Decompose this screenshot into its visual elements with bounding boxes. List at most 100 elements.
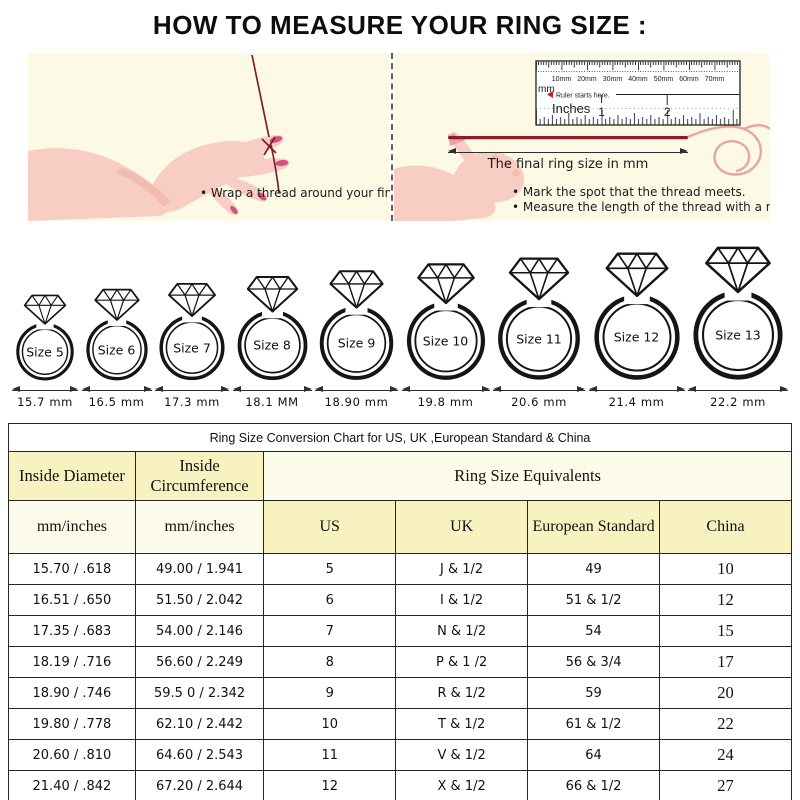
ring-size-label: Size 11 — [516, 331, 562, 347]
ring-size-12: Size 12 21.4 mm — [588, 250, 685, 409]
ring-size-label: Size 9 — [337, 335, 376, 351]
ring-size-9: Size 9 18.90 mm — [315, 268, 398, 409]
instruction-measure-length: • Measure the length of the thread with … — [512, 200, 770, 214]
diamond-ring-icon — [317, 268, 396, 382]
cell-uk: X & 1/2 — [395, 770, 529, 800]
ring-size-6: Size 6 16.5 mm — [81, 287, 152, 409]
instruction-wrap-thread: • Wrap a thread around your finger — [200, 186, 390, 200]
ring-size-10: Size 10 19.8 mm — [401, 261, 490, 409]
ring-size-label: Size 7 — [173, 340, 211, 356]
cell-circumference: 51.50 / 2.042 — [134, 584, 265, 616]
cell-us: 9 — [263, 677, 397, 709]
cell-circumference: 67.20 / 2.644 — [134, 770, 265, 800]
panel-measure-thread: 10mm 20mm 30mm 40mm 50mm 60mm 70mm mm Ru… — [394, 53, 770, 221]
ruler-mm-60: 60mm — [679, 76, 699, 83]
ring-size-label: Size 13 — [715, 327, 761, 343]
cell-diameter: 15.70 / .618 — [8, 553, 136, 585]
ring-size-conversion-table: Ring Size Conversion Chart for US, UK ,E… — [8, 423, 792, 800]
ruler-mm-10: 10mm — [552, 76, 572, 83]
ring-size-label: Size 8 — [253, 337, 291, 353]
cell-china: 15 — [659, 615, 792, 647]
ruler-mm-20: 20mm — [577, 76, 597, 83]
cell-uk: I & 1/2 — [395, 584, 529, 616]
diameter-label: 22.2 mm — [710, 395, 766, 409]
conversion-table-section: Ring Size Conversion Chart for US, UK ,E… — [8, 423, 792, 800]
ring-sizes-row: Size 5 15.7 mm Size 6 16.5 mm Size 7 17.… — [12, 237, 788, 409]
cell-china: 24 — [659, 739, 792, 771]
diameter-label: 17.3 mm — [164, 395, 220, 409]
cell-uk: V & 1/2 — [395, 739, 529, 771]
cell-eu: 49 — [527, 553, 661, 585]
diamond-ring-icon — [591, 250, 683, 382]
cell-china: 17 — [659, 646, 792, 678]
diameter-arrow-icon — [232, 386, 312, 393]
cell-china: 20 — [659, 677, 792, 709]
header-inside-circumference: Inside Circumference — [134, 451, 265, 501]
cell-china: 22 — [659, 708, 792, 740]
diameter-arrow-icon — [81, 386, 152, 393]
final-size-label: The final ring size in mm — [487, 157, 649, 172]
diameter-arrow-icon — [401, 386, 490, 393]
subheader-mm-inches-circumference: mm/inches — [134, 500, 265, 554]
table-row: 16.51 / .650 51.50 / 2.042 6 I & 1/2 51 … — [8, 584, 792, 616]
diameter-arrow-icon — [688, 386, 788, 393]
diameter-label: 16.5 mm — [88, 395, 145, 409]
diameter-label: 18.90 mm — [324, 395, 389, 409]
ruler-mm-40: 40mm — [628, 76, 648, 83]
cell-diameter: 19.80 / .778 — [8, 708, 136, 740]
instruction-mark-spot: • Mark the spot that the thread meets. — [512, 185, 746, 199]
diameter-arrow-icon — [493, 386, 585, 393]
diamond-ring-icon — [404, 261, 488, 382]
subheader-china: China — [659, 500, 792, 554]
cell-eu: 59 — [527, 677, 661, 709]
cell-circumference: 49.00 / 1.941 — [134, 553, 265, 585]
ring-size-13: Size 13 22.2 mm — [688, 244, 788, 409]
ruler-measurement-illustration-icon: 10mm 20mm 30mm 40mm 50mm 60mm 70mm mm Ru… — [394, 60, 770, 221]
cell-eu: 54 — [527, 615, 661, 647]
ring-size-label: Size 12 — [613, 329, 660, 345]
ring-size-5: Size 5 15.7 mm — [12, 293, 78, 409]
cell-eu: 66 & 1/2 — [527, 770, 661, 800]
cell-diameter: 18.19 / .716 — [8, 646, 136, 678]
diameter-label: 15.7 mm — [17, 395, 73, 409]
panel-wrap-thread: • Wrap a thread around your finger — [28, 53, 390, 221]
page-title: HOW TO MEASURE YOUR RING SIZE : — [152, 10, 648, 40]
diameter-label: 19.8 mm — [417, 395, 474, 409]
cell-us: 11 — [263, 739, 397, 771]
diamond-ring-icon — [14, 293, 76, 382]
table-caption: Ring Size Conversion Chart for US, UK ,E… — [8, 423, 792, 452]
diameter-arrow-icon — [315, 386, 398, 393]
table-row: 19.80 / .778 62.10 / 2.442 10 T & 1/2 61… — [8, 708, 792, 740]
diamond-ring-icon — [690, 244, 786, 382]
ruler-starts-here-label: Ruler starts here. — [556, 93, 610, 100]
cell-circumference: 62.10 / 2.442 — [134, 708, 265, 740]
cell-us: 5 — [263, 553, 397, 585]
ring-size-label: Size 10 — [422, 333, 469, 349]
diameter-label: 21.4 mm — [608, 395, 665, 409]
table-row: 15.70 / .618 49.00 / 1.941 5 J & 1/2 49 … — [8, 553, 792, 585]
diamond-ring-icon — [84, 287, 150, 382]
header-inside-diameter: Inside Diameter — [8, 451, 136, 501]
instruction-panels: • Wrap a thread around your finger — [28, 53, 772, 221]
cell-circumference: 54.00 / 2.146 — [134, 615, 265, 647]
ruler-start-marker-icon — [547, 91, 553, 98]
cell-uk: P & 1 /2 — [395, 646, 529, 678]
ring-size-11: Size 11 20.6 mm — [493, 255, 585, 409]
ruler-inches-label: Inches — [552, 101, 591, 116]
ring-size-8: Size 8 18.1 MM — [232, 274, 312, 409]
ruler-inch-1: 1 — [598, 105, 605, 119]
subheader-european-standard: European Standard — [527, 500, 661, 554]
cell-china: 12 — [659, 584, 792, 616]
cell-diameter: 17.35 / .683 — [8, 615, 136, 647]
cell-diameter: 21.40 / .842 — [8, 770, 136, 800]
cell-eu: 61 & 1/2 — [527, 708, 661, 740]
diamond-ring-icon — [235, 274, 310, 382]
cell-circumference: 59.5 0 / 2.342 — [134, 677, 265, 709]
header-ring-size-equivalents: Ring Size Equivalents — [263, 451, 792, 501]
hand-thread-illustration-icon — [28, 54, 289, 221]
ruler-mm-30: 30mm — [603, 76, 623, 83]
cell-us: 7 — [263, 615, 397, 647]
diameter-label: 20.6 mm — [511, 395, 567, 409]
panel-divider — [391, 53, 393, 221]
